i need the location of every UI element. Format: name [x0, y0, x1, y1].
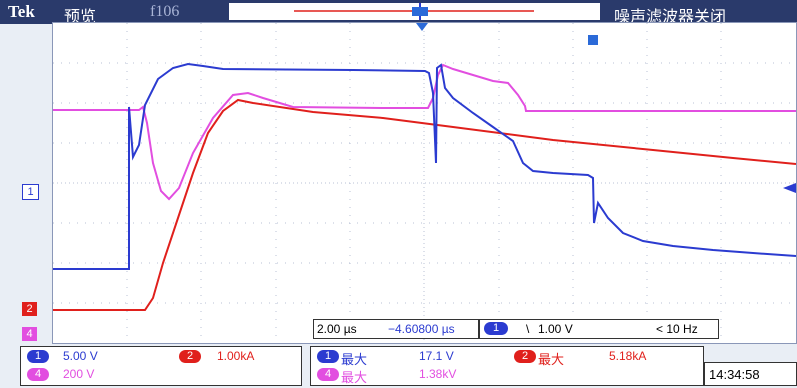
ch2-ground-marker[interactable]: 2 [22, 302, 37, 316]
graticule-and-traces [53, 23, 796, 343]
clock: 14:34:58 [709, 367, 760, 382]
ch1-trace [53, 62, 796, 270]
trigger-position-icon [416, 23, 428, 31]
record-view-bar[interactable] [229, 3, 600, 20]
acquisition-mode: 预览 [64, 9, 97, 26]
meas4-value: 1.38kV [419, 367, 457, 381]
ch2-trace [53, 98, 796, 311]
ch1-badge: 1 [27, 350, 49, 363]
channel-readout-bar: 1 5.00 V 2 1.00kA 4 200 V 1 最大 17.1 V 2 … [0, 344, 797, 388]
meas2-badge: 2 [514, 350, 536, 363]
trigger-time-marker [588, 35, 598, 45]
graticule [53, 23, 796, 343]
trigger-slope-icon: \ [526, 322, 530, 336]
brand-logo: Tek [8, 2, 35, 21]
clock-box: 14:34:58 [704, 362, 797, 386]
ch2-scale: 1.00kA [217, 349, 255, 363]
ch4-trace [53, 63, 796, 201]
meas4-badge: 4 [317, 368, 339, 381]
noise-filter-status: 噪声滤波器关闭 [614, 9, 727, 26]
trigger-level: 1.00 V [538, 322, 573, 336]
ch4-badge: 4 [27, 368, 49, 381]
meas4-label: 最大 [341, 370, 368, 385]
waveform-display[interactable]: 2.00 µs −4.60800 µs 1 \ 1.00 V < 10 Hz [52, 22, 797, 344]
timebase-scale: 2.00 µs [317, 322, 357, 336]
ch2-badge: 2 [179, 350, 201, 363]
trigger-level-arrow-icon [783, 183, 796, 193]
ch4-scale: 200 V [63, 367, 95, 381]
record-label: f106 [150, 3, 180, 20]
ch1-ground-marker[interactable]: 1 [22, 184, 39, 200]
record-view-graphic [294, 3, 534, 20]
measurement-box[interactable]: 1 最大 17.1 V 2 最大 5.18kA 4 最大 1.38kV [310, 346, 704, 386]
trigger-frequency: < 10 Hz [656, 322, 698, 336]
ch4-ground-marker[interactable]: 4 [22, 327, 37, 341]
meas2-value: 5.18kA [609, 349, 647, 363]
timebase-position: −4.60800 µs [388, 322, 455, 336]
meas1-value: 17.1 V [419, 349, 454, 363]
meas1-badge: 1 [317, 350, 339, 363]
status-bar: Tek 预览 f106 噪声滤波器关闭 [0, 0, 797, 26]
trigger-readout[interactable]: 1 \ 1.00 V < 10 Hz [479, 319, 719, 339]
meas1-label: 最大 [341, 352, 368, 367]
timebase-readout[interactable]: 2.00 µs −4.60800 µs [313, 319, 479, 339]
vertical-scale-box[interactable]: 1 5.00 V 2 1.00kA 4 200 V [20, 346, 302, 386]
ch1-scale: 5.00 V [63, 349, 98, 363]
meas2-label: 最大 [538, 352, 565, 367]
trigger-channel-badge: 1 [484, 322, 508, 335]
